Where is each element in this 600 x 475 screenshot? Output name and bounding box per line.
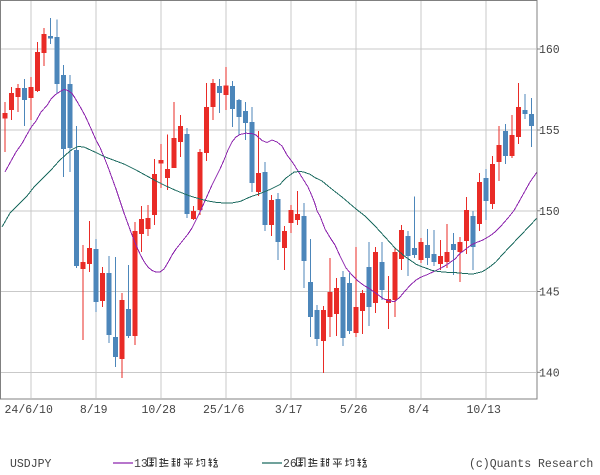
svg-text:26: 26: [283, 458, 297, 471]
svg-text:3/17: 3/17: [275, 404, 303, 417]
svg-text:160: 160: [539, 44, 560, 57]
svg-text:10/28: 10/28: [141, 404, 176, 417]
svg-text:USDJPY: USDJPY: [10, 458, 52, 471]
svg-text:150: 150: [539, 206, 560, 219]
svg-text:10/13: 10/13: [466, 404, 501, 417]
svg-text:140: 140: [539, 368, 560, 381]
svg-text:155: 155: [539, 125, 560, 138]
svg-text:25/1/6: 25/1/6: [203, 404, 245, 417]
svg-text:8/4: 8/4: [408, 404, 429, 417]
svg-text:5/26: 5/26: [340, 404, 368, 417]
svg-text:24/6/10: 24/6/10: [5, 404, 53, 417]
svg-text:(c)Quants Research: (c)Quants Research: [469, 458, 593, 471]
svg-text:8/19: 8/19: [80, 404, 108, 417]
svg-text:145: 145: [539, 287, 560, 300]
svg-text:13: 13: [134, 458, 148, 471]
